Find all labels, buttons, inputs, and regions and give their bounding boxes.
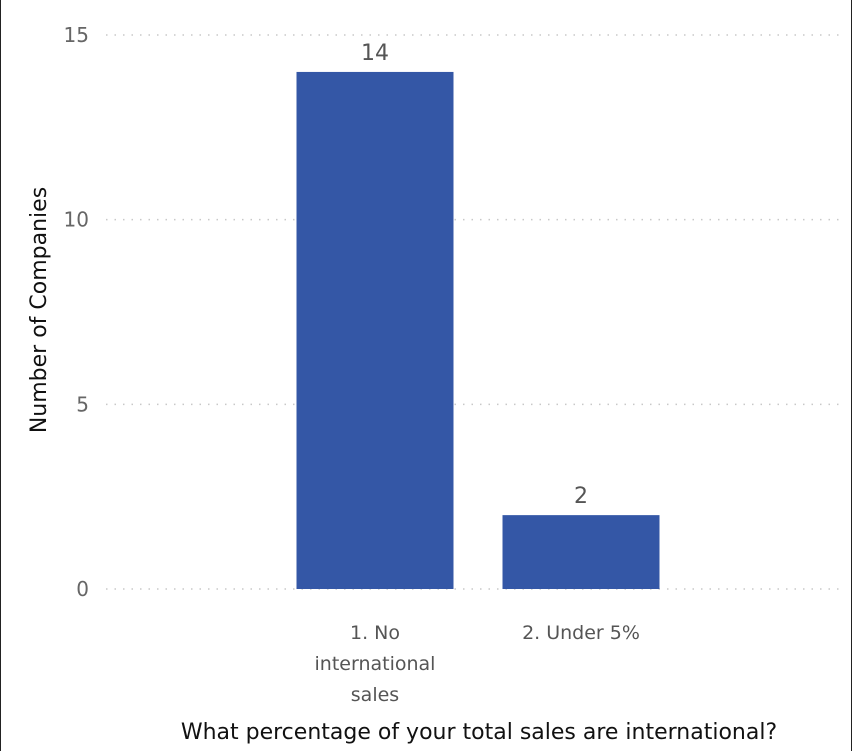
bar <box>502 515 660 589</box>
x-category-label-line: 1. No <box>350 622 400 644</box>
data-labels: 14 2 <box>361 41 588 509</box>
bars <box>296 71 660 589</box>
x-category-label: 2. Under 5% <box>522 622 640 644</box>
y-axis-ticks: 0 5 10 15 <box>64 23 89 601</box>
x-axis-categories: 1. No international sales 2. Under 5% <box>315 622 640 706</box>
y-tick-label: 0 <box>76 577 89 601</box>
data-label: 2 <box>574 484 588 509</box>
data-label: 14 <box>361 41 389 66</box>
x-category-label: 1. No international sales <box>315 622 436 706</box>
bar <box>296 71 454 589</box>
y-tick-label: 5 <box>76 392 89 416</box>
x-axis-title: What percentage of your total sales are … <box>181 720 777 745</box>
y-tick-label: 15 <box>64 23 89 47</box>
y-axis-title: Number of Companies <box>27 187 52 433</box>
x-category-label-line: 2. Under 5% <box>522 622 640 644</box>
y-tick-label: 10 <box>64 208 89 232</box>
x-category-label-line: sales <box>351 684 399 706</box>
gridlines <box>106 34 841 590</box>
x-category-label-line: international <box>315 653 436 675</box>
